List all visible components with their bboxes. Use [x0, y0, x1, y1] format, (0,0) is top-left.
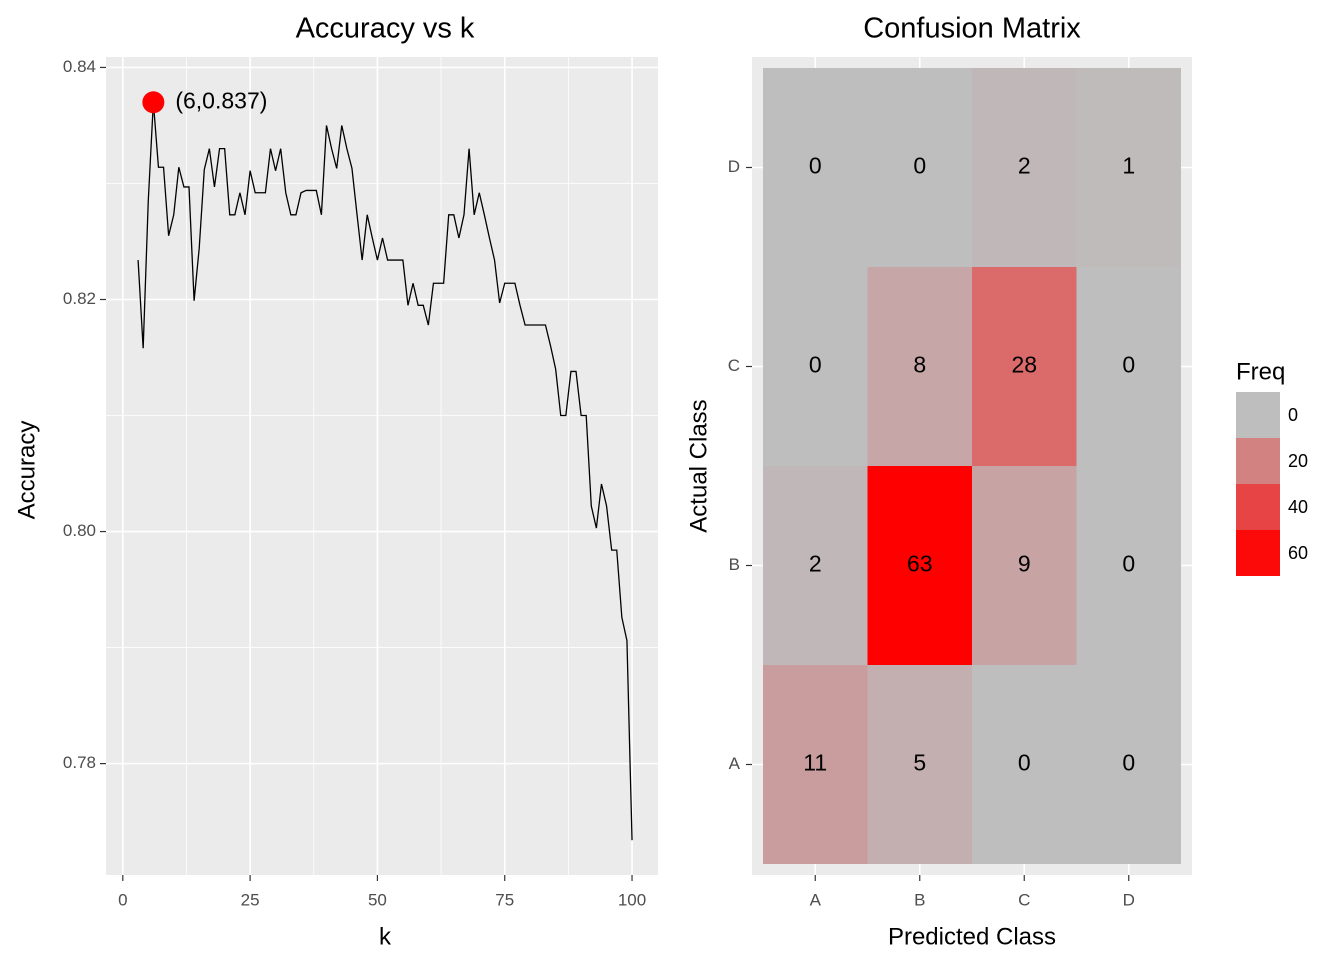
legend-swatch: [1236, 438, 1280, 484]
cell-label: 0: [809, 153, 822, 179]
legend-label: 60: [1288, 543, 1308, 563]
legend-title: Freq: [1236, 358, 1285, 385]
y-tick-label: 0.84: [63, 57, 96, 76]
cell-label: 0: [809, 352, 822, 378]
cell-label: 8: [913, 352, 926, 378]
heatmap-cell: [1076, 68, 1181, 267]
cell-label: 11: [803, 750, 827, 776]
cell-label: 63: [907, 551, 933, 577]
y-tick-label: C: [728, 356, 740, 375]
heatmap-cell: [1076, 267, 1181, 466]
y-tick-label: 0.78: [63, 753, 96, 772]
y-tick-label: 0.80: [63, 521, 96, 540]
cell-label: 0: [913, 153, 926, 179]
line-panel: [106, 57, 658, 875]
x-tick-label: A: [810, 890, 822, 909]
heatmap-cell: [867, 68, 972, 267]
y-axis-title: Accuracy: [13, 421, 40, 520]
heatmap-cell: [972, 665, 1077, 864]
heatmap-cell: [867, 665, 972, 864]
cell-label: 0: [1018, 750, 1031, 776]
x-tick-label: 75: [495, 890, 514, 909]
x-axis-title: Predicted Class: [888, 923, 1056, 950]
y-axis-title: Actual Class: [685, 399, 712, 532]
cell-label: 5: [913, 750, 926, 776]
heatmap-cell: [763, 267, 868, 466]
legend-label: 0: [1288, 405, 1298, 425]
heatmap-cell: [867, 267, 972, 466]
legend-swatch: [1236, 530, 1280, 576]
legend-swatch: [1236, 484, 1280, 530]
cell-label: 0: [1122, 551, 1135, 577]
heatmap-cell: [972, 68, 1077, 267]
heatmap-cell: [1076, 466, 1181, 665]
cell-label: 2: [1018, 153, 1031, 179]
cell-label: 2: [809, 551, 822, 577]
best-point: [142, 91, 165, 114]
x-tick-label: D: [1123, 890, 1135, 909]
x-tick-label: B: [914, 890, 925, 909]
cell-label: 0: [1122, 750, 1135, 776]
heatmap-cell: [763, 665, 868, 864]
y-tick-label: B: [729, 555, 740, 574]
cell-label: 9: [1018, 551, 1031, 577]
x-tick-label: 100: [618, 890, 646, 909]
x-tick-label: 50: [368, 890, 387, 909]
accuracy-line: [137, 102, 633, 841]
legend-label: 20: [1288, 451, 1308, 471]
y-tick-label: 0.82: [63, 289, 96, 308]
y-tick-label: A: [729, 754, 741, 773]
cell-label: 0: [1122, 352, 1135, 378]
chart-title: Accuracy vs k: [296, 13, 475, 45]
chart-title: Confusion Matrix: [863, 13, 1081, 45]
cell-label: 28: [1011, 352, 1037, 378]
heatmap-cell: [972, 267, 1077, 466]
x-tick-label: C: [1018, 890, 1030, 909]
x-tick-label: 0: [118, 890, 127, 909]
best-point-label: (6,0.837): [175, 87, 267, 113]
x-axis-title: k: [379, 923, 392, 950]
heatmap-cell: [763, 68, 868, 267]
heatmap-cell: [1076, 665, 1181, 864]
legend-label: 40: [1288, 497, 1308, 517]
heatmap-cell: [867, 466, 972, 665]
y-tick-label: D: [728, 157, 740, 176]
heatmap-cell: [972, 466, 1077, 665]
x-tick-label: 25: [241, 890, 260, 909]
heatmap-cell: [763, 466, 868, 665]
legend-swatch: [1236, 392, 1280, 438]
cell-label: 1: [1122, 153, 1135, 179]
